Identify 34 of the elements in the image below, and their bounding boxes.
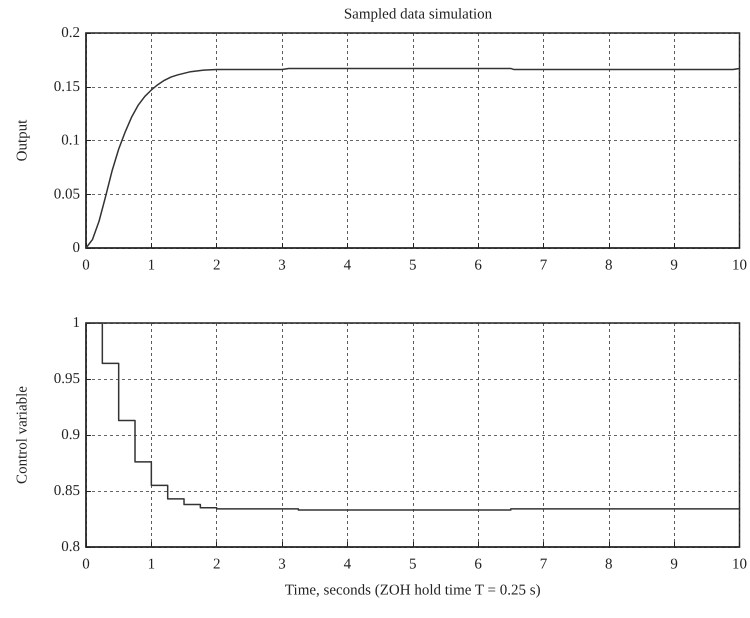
y-tick-label: 0: [72, 240, 80, 256]
x-tick-label: 1: [148, 556, 156, 572]
y-tick-label: 0.95: [54, 371, 80, 387]
y-tick-label: 1: [72, 315, 80, 331]
x-tick-label: 3: [278, 258, 286, 274]
x-tick-label: 9: [670, 556, 678, 572]
x-tick-label: 1: [148, 258, 156, 274]
y-tick-label: 0.85: [54, 483, 80, 499]
x-tick-label: 2: [212, 258, 220, 274]
x-tick-label: 4: [344, 258, 352, 274]
y-tick-label: 0.05: [54, 186, 80, 202]
x-tick-label: 6: [474, 556, 482, 572]
x-tick-label: 6: [474, 258, 482, 274]
x-tick-label: 3: [278, 556, 286, 572]
x-tick-label: 5: [409, 556, 416, 572]
x-tick-label: 7: [540, 556, 548, 572]
x-tick-label: 2: [212, 556, 220, 572]
y-axis-title: Control variable: [14, 386, 30, 484]
x-tick-label: 5: [409, 258, 416, 274]
x-tick-label: 4: [344, 556, 352, 572]
y-tick-label: 0.2: [61, 25, 80, 41]
y-axis-title: Output: [14, 118, 30, 162]
y-tick-label: 0.1: [61, 132, 80, 148]
x-axis-title: Time, seconds (ZOH hold time T = 0.25 s): [284, 582, 541, 598]
y-tick-label: 0.8: [61, 539, 80, 555]
x-tick-label: 10: [732, 556, 747, 572]
chart-title: Sampled data simulation: [344, 6, 493, 22]
x-tick-label: 8: [605, 556, 613, 572]
x-tick-label: 8: [605, 258, 613, 274]
y-tick-label: 0.15: [54, 78, 80, 95]
y-tick-label: 0.9: [61, 427, 80, 443]
x-tick-label: 7: [540, 258, 548, 274]
x-tick-label: 9: [670, 258, 678, 274]
x-tick-label: 10: [732, 258, 747, 274]
